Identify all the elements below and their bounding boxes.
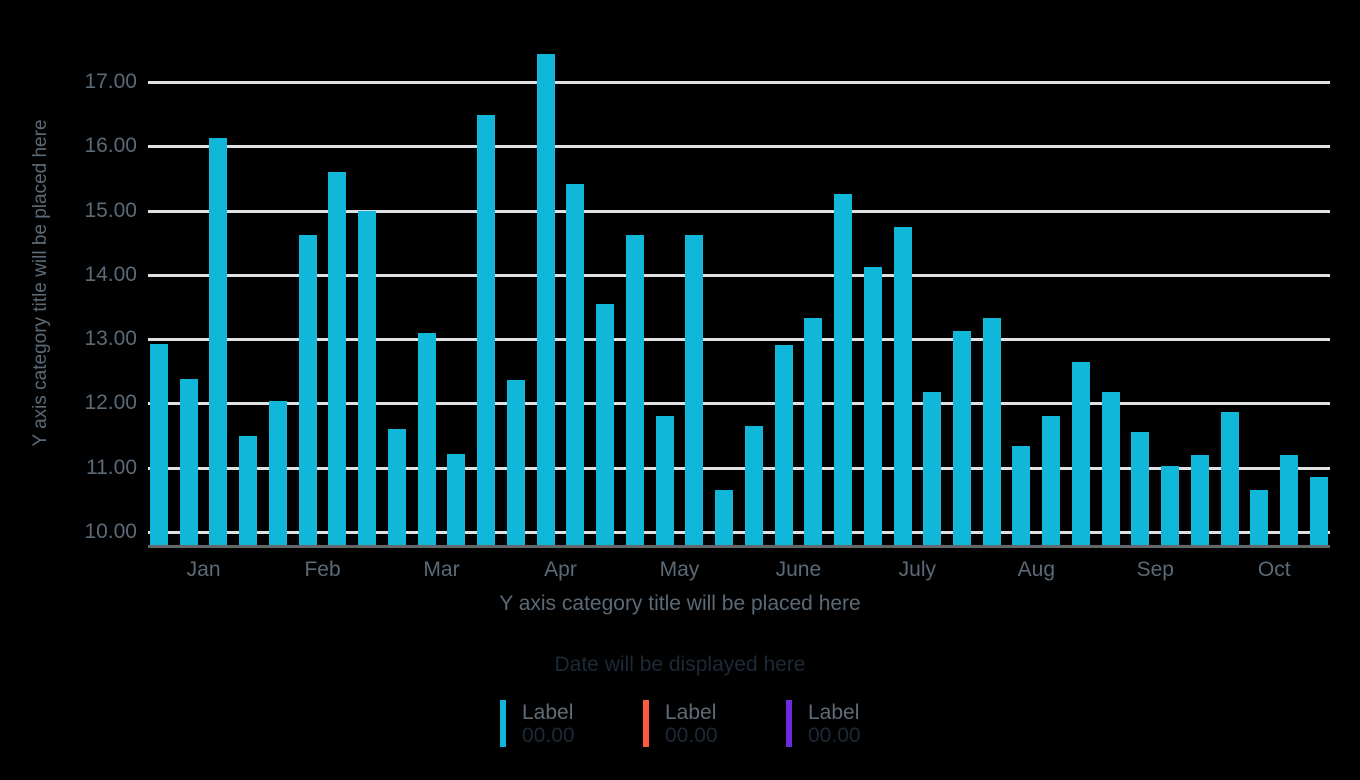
bar[interactable]	[447, 454, 466, 545]
bar[interactable]	[625, 234, 644, 545]
bar[interactable]	[774, 344, 793, 545]
x-tick-label: July	[898, 558, 937, 581]
legend-color-marker	[643, 700, 649, 747]
legend-item[interactable]: Label 00.00	[500, 700, 620, 748]
bar[interactable]	[150, 343, 168, 545]
gridline	[148, 338, 1330, 342]
bar[interactable]	[834, 193, 853, 545]
x-axis-line	[148, 545, 1330, 548]
bar[interactable]	[1071, 362, 1090, 545]
bar[interactable]	[1042, 416, 1061, 545]
y-tick-label: 12.00	[84, 391, 137, 415]
y-tick-label: 11.00	[86, 455, 137, 479]
legend-item[interactable]: Label 00.00	[786, 700, 906, 748]
bar[interactable]	[387, 429, 406, 545]
y-tick-label: 15.00	[84, 198, 137, 222]
y-tick-label: 17.00	[84, 69, 137, 93]
gridline	[148, 402, 1330, 406]
bar[interactable]	[328, 171, 347, 545]
bar[interactable]	[209, 138, 228, 545]
gridline	[148, 80, 1330, 84]
bar[interactable]	[923, 392, 942, 545]
bar[interactable]	[715, 489, 734, 545]
gridline	[148, 466, 1330, 470]
x-tick-label: May	[659, 558, 700, 581]
bar[interactable]	[1220, 412, 1239, 545]
legend-label: Label	[522, 701, 574, 724]
x-tick-label: Oct	[1257, 558, 1291, 581]
bar[interactable]	[239, 436, 258, 545]
bar[interactable]	[744, 425, 763, 545]
legend-value: 00.00	[808, 724, 861, 747]
bar[interactable]	[1190, 454, 1209, 545]
bar[interactable]	[298, 234, 317, 545]
bar[interactable]	[804, 317, 823, 545]
legend-value: 00.00	[665, 724, 718, 747]
gridline	[148, 145, 1330, 149]
gridline	[148, 209, 1330, 213]
legend-color-marker	[500, 700, 506, 747]
legend-color-marker	[786, 700, 792, 747]
bar[interactable]	[655, 415, 674, 545]
bar[interactable]	[566, 183, 585, 545]
bar[interactable]	[417, 333, 436, 545]
y-tick-label: 13.00	[84, 327, 137, 351]
gridline	[148, 273, 1330, 277]
bar[interactable]	[1161, 465, 1180, 545]
x-tick-label: Mar	[423, 558, 460, 581]
legend-label: Label	[665, 701, 717, 724]
legend-label: Label	[808, 701, 860, 724]
bar[interactable]	[596, 303, 615, 545]
bar[interactable]	[477, 115, 496, 545]
bar[interactable]	[1280, 454, 1299, 545]
bar[interactable]	[1131, 432, 1150, 545]
x-tick-label: Feb	[304, 558, 341, 581]
x-tick-label: June	[775, 558, 822, 581]
bar[interactable]	[1250, 489, 1269, 545]
bar[interactable]	[536, 53, 555, 545]
bar[interactable]	[506, 379, 525, 545]
bar[interactable]	[893, 227, 912, 545]
date-placeholder-text: Date will be displayed here	[554, 653, 806, 676]
bar[interactable]	[1012, 446, 1031, 545]
bar[interactable]	[863, 267, 882, 545]
bar[interactable]	[268, 400, 287, 545]
bar[interactable]	[685, 234, 704, 545]
legend-value: 00.00	[522, 724, 575, 747]
x-tick-label: Jan	[186, 558, 221, 581]
bar[interactable]	[179, 378, 198, 545]
gridline	[148, 531, 1330, 534]
x-tick-label: Sep	[1136, 558, 1174, 581]
bar[interactable]	[358, 210, 377, 545]
y-tick-label: 14.00	[84, 262, 137, 286]
y-tick-label: 10.00	[84, 520, 137, 543]
y-tick-label: 16.00	[84, 134, 137, 158]
bar[interactable]	[982, 317, 1001, 545]
x-tick-label: Aug	[1017, 558, 1056, 581]
x-axis-title: Y axis category title will be placed her…	[499, 592, 861, 615]
plot-area	[148, 40, 1330, 545]
legend-item[interactable]: Label 00.00	[643, 700, 763, 748]
bar[interactable]	[1101, 392, 1120, 545]
bar[interactable]	[1309, 477, 1328, 545]
x-tick-label: Apr	[544, 558, 577, 581]
bar[interactable]	[952, 331, 971, 545]
